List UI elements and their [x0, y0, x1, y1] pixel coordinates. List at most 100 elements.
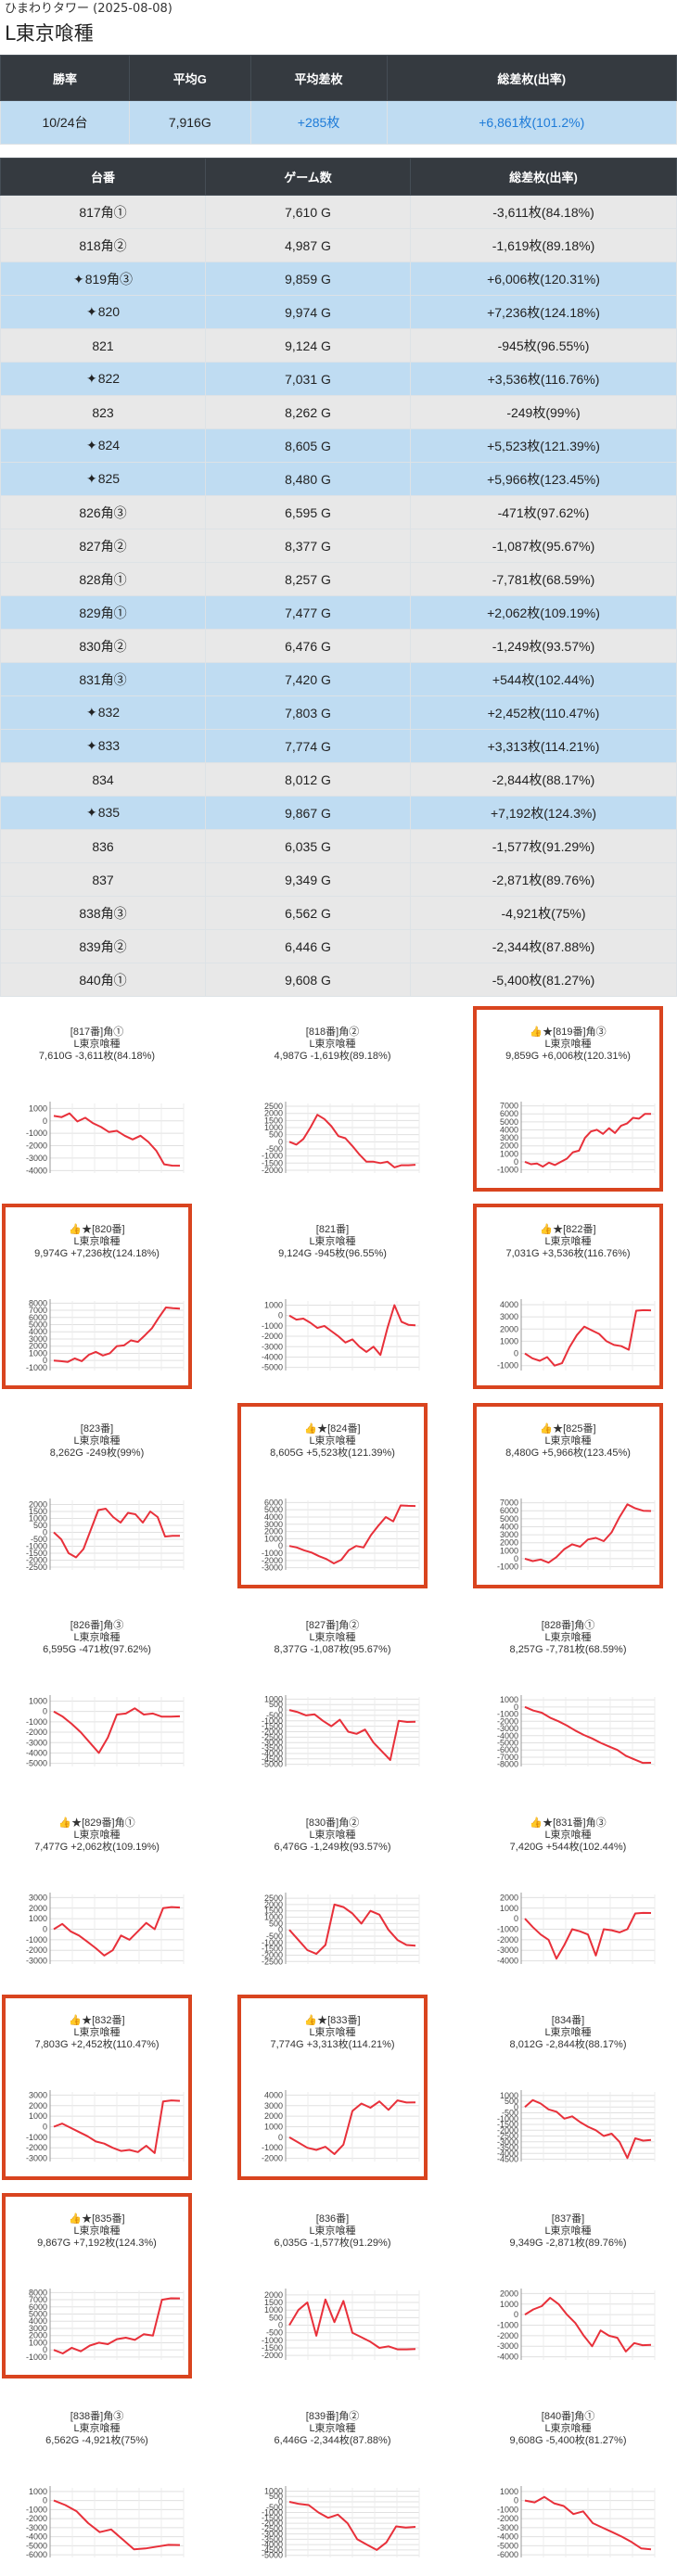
y-tick-label: 1500 [29, 1507, 47, 1516]
machine-no-cell: 836 [0, 829, 206, 863]
machine-no-text: 820 [97, 304, 121, 319]
machine-chart-card: 👍★[835番] L東京喰種 9,867G +7,192枚(124.3%) 8000 7… [2, 2193, 192, 2378]
chart-title-model: L東京喰種 [544, 2027, 592, 2038]
y-tick-label: 2000 [29, 2331, 47, 2340]
diff-cell: -2,871枚(89.76%) [410, 862, 677, 897]
chart-title-stats: 8,262G -249枚(99%) [49, 1447, 145, 1459]
games-cell: 8,480 G [205, 462, 411, 496]
machine-no-text: 834 [92, 772, 114, 787]
y-tick-label: -5000 [262, 1363, 283, 1372]
chart-title-model: L東京喰種 [544, 1435, 592, 1447]
y-tick-label: 2000 [29, 1342, 47, 1351]
diff-cell: -945枚(96.55%) [410, 328, 677, 363]
y-tick-label: 1000 [29, 1103, 47, 1113]
y-tick-label: 3000 [29, 1893, 47, 1902]
y-tick-label: -1000 [262, 1938, 283, 1947]
table-row: ✦832 7,803 G +2,452枚(110.47%) [0, 695, 677, 730]
chart-title-machine: [833番] [327, 2015, 361, 2026]
y-tick-label: -1000 [497, 2114, 518, 2123]
diff-cell: -1,087枚(95.67%) [410, 529, 677, 563]
machine-no-text: 833 [97, 738, 121, 753]
y-tick-label: -4000 [26, 1748, 47, 1757]
machine-no-cell: 830角② [0, 629, 206, 663]
machine-no-text: 832 [97, 705, 121, 720]
chart-title-machine: [831番]角③ [553, 1817, 607, 1829]
table-row: 829角① 7,477 G +2,062枚(109.19%) [0, 595, 677, 630]
diff-cell: +3,313枚(114.21%) [410, 729, 677, 763]
y-tick-label: -2000 [26, 2143, 47, 2152]
y-tick-label: 5000 [29, 1320, 47, 1330]
y-tick-label: 1000 [264, 2486, 283, 2495]
machine-chart-card: [817番]角① L東京喰種 7,610G -3,611枚(84.18%) 1000 0… [2, 1006, 192, 1192]
sparkle-icon: ✦ [85, 738, 97, 753]
series-line [288, 2298, 416, 2351]
thumbs-up-star-icon: 👍★ [304, 2015, 328, 2026]
machine-no-cell: ✦832 [0, 695, 206, 730]
y-tick-label: 0 [43, 2123, 47, 2132]
y-tick-label: 1000 [264, 1694, 283, 1703]
y-tick-label: 4000 [500, 1300, 518, 1309]
line-chart: 10005000-500-1000-1500-2000-2500-3000-35… [497, 2090, 656, 2164]
chart-title-machine: [824番] [327, 1423, 361, 1435]
y-tick-label: -500 [31, 1535, 47, 1544]
chart-title-model: L東京喰種 [309, 2027, 356, 2038]
y-tick-label: 2000 [500, 1538, 518, 1548]
y-tick-label: -3000 [26, 2523, 47, 2532]
series-line [53, 1307, 181, 1363]
games-cell: 8,257 G [205, 562, 411, 596]
diff-cell: +3,536枚(116.76%) [410, 362, 677, 396]
chart-title-stats: 7,610G -3,611枚(84.18%) [38, 1051, 156, 1062]
chart-grid: [817番]角① L東京喰種 7,610G -3,611枚(84.18%) 1000 0… [0, 1006, 677, 2576]
y-tick-label: 5000 [29, 2310, 47, 2319]
chart-title-machine: [836番] [315, 2213, 350, 2225]
y-tick-label: -1500 [497, 2120, 518, 2129]
y-tick-label: -500 [266, 2328, 283, 2338]
y-tick-label: -2000 [497, 2331, 518, 2340]
y-tick-label: -1000 [26, 1717, 47, 1727]
y-tick-label: 1000 [29, 1348, 47, 1358]
y-tick-label: -1000 [497, 1361, 518, 1371]
y-tick-label: -3000 [497, 2137, 518, 2147]
y-tick-label: 4000 [264, 1512, 283, 1522]
y-tick-label: 2000 [500, 1893, 518, 1902]
sparkle-icon: ✦ [72, 271, 84, 287]
machine-no-text: 836 [92, 838, 114, 854]
y-tick-label: -3000 [262, 1738, 283, 1747]
table-row: 837 9,349 G -2,871枚(89.76%) [0, 862, 677, 897]
chart-title-model: L東京喰種 [309, 1435, 356, 1447]
y-tick-label: 2000 [500, 1324, 518, 1333]
series-line [288, 1504, 416, 1564]
y-tick-label: -1000 [497, 2321, 518, 2330]
y-tick-label: 7000 [29, 2295, 47, 2304]
games-cell: 6,446 G [205, 929, 411, 963]
y-tick-label: 1500 [264, 2298, 283, 2307]
y-tick-label: -7000 [497, 1753, 518, 1762]
machine-chart-card: [828番]角① L東京喰種 8,257G -7,781枚(68.59%) 1000 0… [473, 1600, 663, 1785]
machine-chart-card: 👍★[824番] L東京喰種 8,605G +5,523枚(121.39%) 6000… [237, 1403, 428, 1588]
machine-no-text: 822 [97, 371, 121, 386]
y-tick-label: 2000 [264, 1109, 283, 1118]
y-tick-label: 6000 [500, 1506, 518, 1515]
y-tick-label: 3000 [29, 2090, 47, 2099]
chart-title-machine: [840番]角① [541, 2411, 595, 2422]
table-row: ✦819角③ 9,859 G +6,006枚(120.31%) [0, 261, 677, 296]
machine-chart-card: [836番] L東京喰種 6,035G -1,577枚(91.29%) 2000 150… [237, 2193, 428, 2378]
machine-no-text: 823 [92, 404, 114, 420]
y-tick-label: -3000 [262, 1342, 283, 1351]
machine-chart-card: 👍★[831番]角③ L東京喰種 7,420G +544枚(102.44%) 2000… [473, 1797, 663, 1983]
machine-chart-card: 👍★[825番] L東京喰種 8,480G +5,966枚(123.45%) 7000… [473, 1403, 663, 1588]
table-row: 839角② 6,446 G -2,344枚(87.88%) [0, 929, 677, 963]
y-tick-label: -5000 [497, 2541, 518, 2550]
y-tick-label: 500 [269, 2313, 283, 2322]
table-row: 828角① 8,257 G -7,781枚(68.59%) [0, 562, 677, 596]
chart-title-stats: 7,477G +2,062枚(109.19%) [34, 1842, 160, 1853]
y-tick-label: -1000 [26, 1363, 47, 1372]
sparkle-icon: ✦ [85, 471, 97, 486]
machine-chart-card: 👍★[820番] L東京喰種 9,974G +7,236枚(124.18%) 8000… [2, 1204, 192, 1389]
machine-no-cell: 817角① [0, 195, 206, 229]
y-tick-label: 2000 [500, 1141, 518, 1151]
y-tick-label: -1000 [497, 2505, 518, 2514]
summary-avg-games: 7,916G [128, 100, 251, 145]
chart-title-model: L東京喰種 [309, 1236, 356, 1247]
